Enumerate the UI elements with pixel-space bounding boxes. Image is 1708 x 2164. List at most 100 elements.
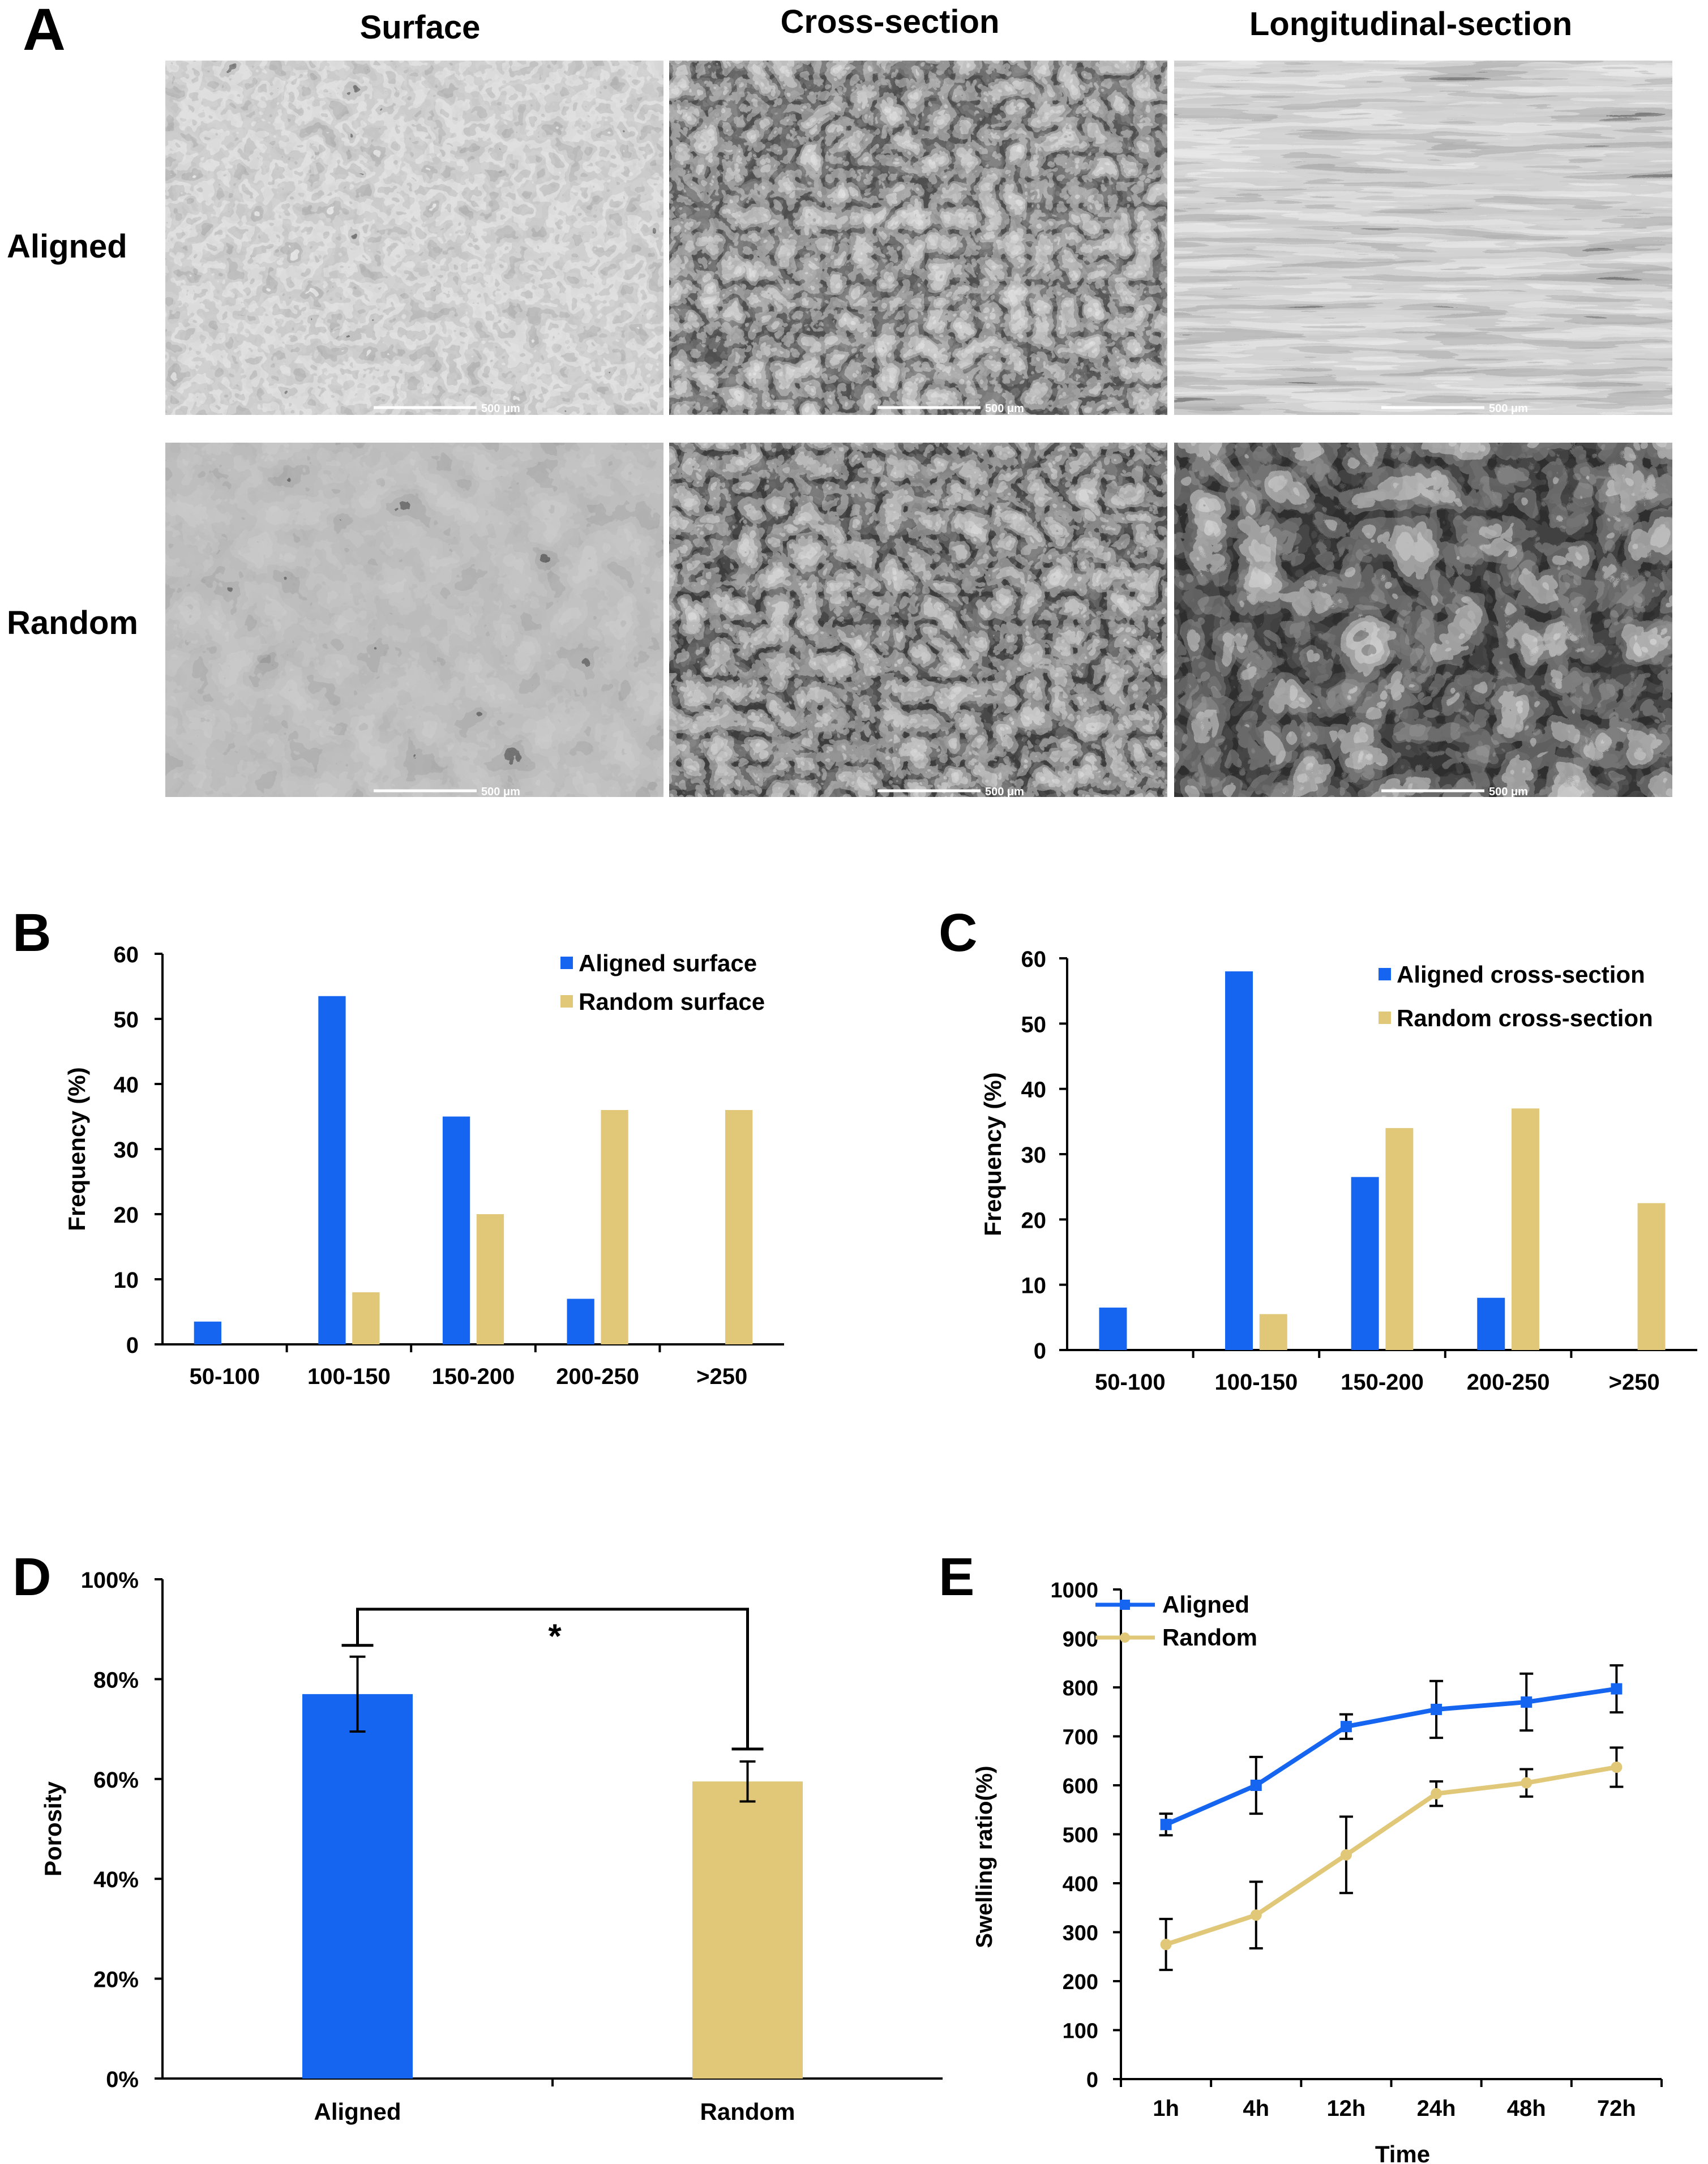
sem-image-random-longitudinal-section	[1174, 443, 1672, 797]
y-axis-label: Frequency (%)	[979, 1072, 1006, 1236]
column-header-surface: Surface	[360, 9, 481, 46]
series-random-point	[1250, 1909, 1262, 1921]
y-tick-label: 500	[1063, 1824, 1098, 1848]
y-tick-label: 100	[1063, 2020, 1098, 2043]
series-aligned-line	[1165, 1686, 1617, 1827]
bar-aligned-surface-50-100	[194, 1321, 222, 1344]
y-tick-label: 600	[1063, 1775, 1098, 1798]
bar-aligned-cross-section-150-200	[1351, 1177, 1379, 1350]
bar-aligned-cross-section-100-150	[1225, 971, 1253, 1350]
scale-bar-label: 500 μm	[1489, 402, 1528, 415]
scale-bar-5: 500 μm	[877, 786, 1024, 798]
series-aligned-point	[1431, 1703, 1442, 1715]
column-header-longitudinal-section: Longitudinal-section	[1249, 6, 1572, 42]
scale-bar-3: 500 μm	[1381, 402, 1528, 415]
sem-image-random-surface	[165, 443, 663, 797]
bar-random-cross-section-200-250	[1511, 1108, 1539, 1350]
x-tick-label: 50-100	[190, 1364, 260, 1389]
scale-bar-label: 500 μm	[481, 786, 520, 798]
y-tick-label: 60%	[93, 1768, 139, 1793]
series-aligned-point	[1521, 1696, 1533, 1708]
x-tick-label: 72h	[1597, 2096, 1636, 2121]
x-tick-label: 12h	[1326, 2096, 1365, 2121]
y-tick-label: 60	[1021, 947, 1047, 972]
x-tick-label: 24h	[1417, 2096, 1456, 2121]
y-tick-label: 60	[114, 942, 139, 967]
y-tick-label: 40	[114, 1073, 139, 1098]
x-tick-label: 200-250	[556, 1364, 639, 1389]
panel-label-d: D	[12, 1547, 52, 1607]
y-tick-label: 300	[1063, 1922, 1098, 1946]
series-aligned-point	[1611, 1683, 1623, 1695]
bar-aligned	[302, 1694, 413, 2079]
x-tick-label: 100-150	[307, 1364, 391, 1389]
x-tick-label: 48h	[1507, 2096, 1546, 2121]
series-aligned-point	[1160, 1819, 1172, 1831]
bar-aligned-cross-section-200-250	[1477, 1297, 1505, 1350]
y-tick-label: 20%	[93, 1968, 139, 1992]
scale-bar-2: 500 μm	[877, 402, 1024, 415]
chart-c: 0 10 20 30 40 50 60 Frequency (%) 50-100 100-150 1…	[979, 947, 1697, 1395]
bar-random-cross-section-100-150	[1259, 1314, 1287, 1350]
legend-swatch	[560, 995, 573, 1008]
y-tick-label: 30	[114, 1138, 139, 1163]
y-tick-label: 30	[1021, 1143, 1047, 1168]
chart-d: 0% 20% 40% 60% 80% 100% Porosity Aligned Random *	[40, 1568, 943, 2125]
legend-swatch	[1379, 1012, 1391, 1024]
scale-bar-6: 500 μm	[1381, 786, 1528, 798]
x-axis-label: Time	[1375, 2141, 1430, 2164]
legend-label: Aligned surface	[579, 950, 757, 976]
bar-random	[692, 1781, 803, 2079]
x-tick-label: >250	[696, 1364, 747, 1389]
series-aligned-point	[1340, 1721, 1352, 1733]
y-tick-label: 800	[1063, 1677, 1098, 1700]
y-tick-label: 900	[1063, 1628, 1098, 1652]
column-header-cross-section: Cross-section	[781, 3, 1000, 40]
legend-marker	[1120, 1600, 1130, 1610]
y-tick-label: 10	[114, 1268, 139, 1293]
series-aligned-point	[1250, 1780, 1262, 1791]
sem-image-aligned-cross-section	[669, 61, 1167, 415]
x-tick-label: 150-200	[1341, 1370, 1424, 1395]
bar-aligned-surface-150-200	[442, 1116, 470, 1344]
bar-random-surface--250	[725, 1110, 753, 1344]
x-tick-label: 200-250	[1467, 1370, 1550, 1395]
x-tick-label: 100-150	[1215, 1370, 1298, 1395]
row-label-random: Random	[7, 605, 138, 641]
y-tick-label: 40%	[93, 1867, 139, 1892]
y-tick-label: 700	[1063, 1726, 1098, 1750]
bar-aligned-surface-100-150	[318, 996, 346, 1344]
row-label-aligned: Aligned	[7, 228, 127, 265]
legend-swatch	[560, 957, 573, 969]
bar-random-surface-100-150	[352, 1292, 380, 1344]
x-tick-label: 1h	[1153, 2096, 1179, 2121]
y-axis-label: Swelling ratio(%)	[972, 1766, 997, 1948]
legend-label: Random surface	[579, 988, 765, 1015]
series-random-point	[1611, 1761, 1623, 1773]
scale-bar-label: 500 μm	[481, 402, 520, 415]
scale-bar-1: 500 μm	[374, 402, 520, 415]
scale-bar-label: 500 μm	[985, 402, 1024, 415]
bar-random-surface-150-200	[476, 1214, 504, 1344]
bar-random-cross-section-150-200	[1385, 1128, 1414, 1350]
panel-label-c: C	[939, 903, 978, 963]
y-axis-label: Frequency (%)	[63, 1067, 90, 1231]
y-tick-label: 100%	[81, 1568, 139, 1593]
y-tick-label: 400	[1063, 1872, 1098, 1896]
legend-label: Aligned cross-section	[1397, 961, 1645, 988]
y-tick-label: 0	[1034, 1339, 1046, 1364]
x-tick-label: >250	[1609, 1370, 1660, 1395]
y-tick-label: 0	[1086, 2068, 1098, 2092]
legend-label: Random cross-section	[1397, 1005, 1653, 1031]
x-tick-label: Random	[700, 2098, 795, 2125]
bar-aligned-surface-200-250	[567, 1299, 594, 1344]
legend-swatch	[1379, 968, 1391, 980]
legend-label: Random	[1162, 1624, 1257, 1651]
y-tick-label: 20	[114, 1203, 139, 1228]
y-tick-label: 200	[1063, 1970, 1098, 1994]
series-random-line	[1165, 1765, 1617, 1947]
bar-random-surface-200-250	[601, 1110, 628, 1344]
legend-marker	[1120, 1632, 1130, 1643]
y-tick-label: 0	[126, 1333, 139, 1358]
